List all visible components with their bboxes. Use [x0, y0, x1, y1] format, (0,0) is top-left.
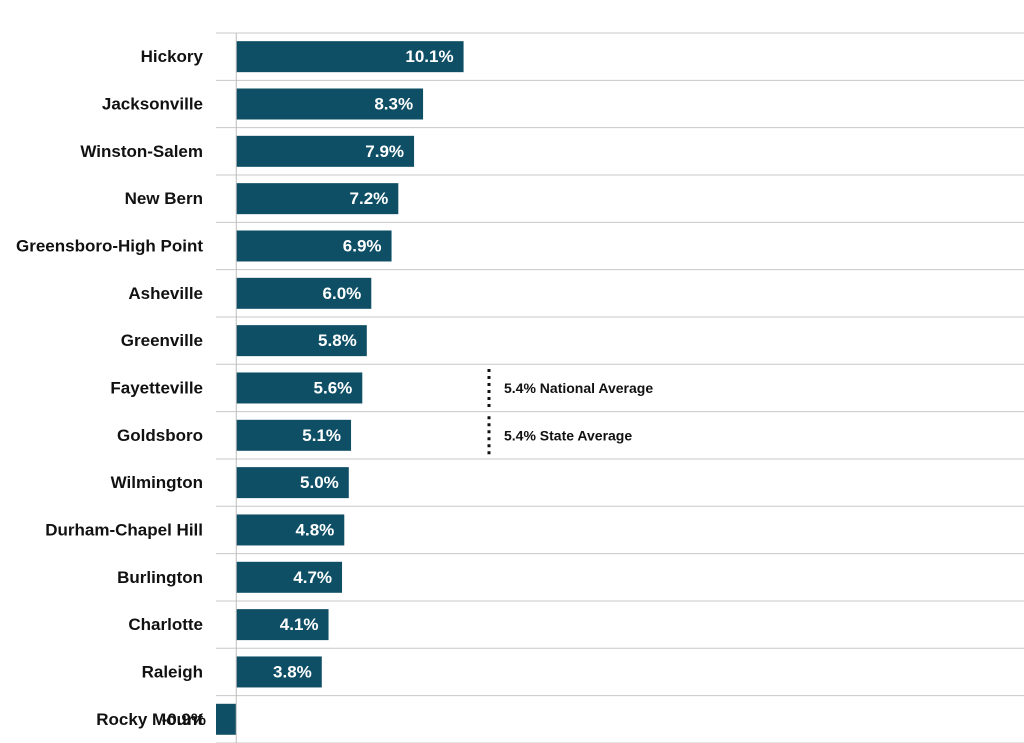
category-label: Rocky Mount — [96, 710, 203, 729]
value-label: 10.1% — [405, 47, 453, 66]
bar — [236, 467, 349, 499]
category-labels: Hickory Jacksonville Winston-Salem New Bern… — [16, 47, 204, 729]
bar — [236, 609, 329, 641]
category-label: Greenville — [121, 331, 203, 350]
category-label: Burlington — [117, 568, 203, 587]
bar — [236, 419, 352, 451]
value-label: 5.1% — [302, 426, 341, 445]
value-label: 5.6% — [314, 378, 353, 397]
category-label: New Bern — [125, 189, 203, 208]
category-label: Jacksonville — [102, 94, 203, 113]
value-label: 4.1% — [280, 615, 319, 634]
value-labels: 10.1% 8.3% 7.9% 7.2% 6.9% 6.0% 5.8% 5.6% 5.1% 5.0… — [162, 47, 454, 729]
bar — [236, 277, 372, 309]
category-label: Wilmington — [111, 473, 203, 492]
bar — [236, 88, 424, 120]
bar — [236, 372, 363, 404]
category-label: Hickory — [141, 47, 204, 66]
value-label: 5.0% — [300, 473, 339, 492]
reference-lines: 5.4% National Average 5.4% State Average — [487, 368, 653, 455]
value-label: 8.3% — [374, 94, 413, 113]
category-label: Asheville — [128, 284, 203, 303]
value-label: 4.8% — [296, 520, 335, 539]
bar — [236, 230, 392, 262]
value-label: 4.7% — [293, 568, 332, 587]
category-label: Fayetteville — [110, 378, 203, 397]
reference-line-label: 5.4% National Average — [504, 380, 653, 396]
category-label: Goldsboro — [117, 426, 203, 445]
category-label: Durham-Chapel Hill — [45, 520, 203, 539]
value-label: 6.0% — [323, 284, 362, 303]
category-label: Greensboro-High Point — [16, 236, 203, 255]
category-label: Charlotte — [128, 615, 203, 634]
bar — [216, 703, 237, 735]
category-label: Raleigh — [142, 662, 203, 681]
value-label: -0.9% — [162, 710, 206, 729]
bar — [236, 561, 343, 593]
bars — [216, 41, 464, 735]
category-label: Winston-Salem — [80, 142, 203, 161]
value-label: 3.8% — [273, 662, 312, 681]
bar — [236, 135, 415, 167]
gridlines — [216, 32, 1024, 743]
bar — [236, 514, 345, 546]
bar — [236, 656, 322, 688]
value-label: 6.9% — [343, 236, 382, 255]
value-label: 5.8% — [318, 331, 357, 350]
value-label: 7.9% — [365, 142, 404, 161]
reference-line-label: 5.4% State Average — [504, 427, 632, 443]
bar — [236, 41, 464, 73]
value-label: 7.2% — [350, 189, 389, 208]
bar — [236, 325, 367, 357]
bar — [236, 183, 399, 215]
